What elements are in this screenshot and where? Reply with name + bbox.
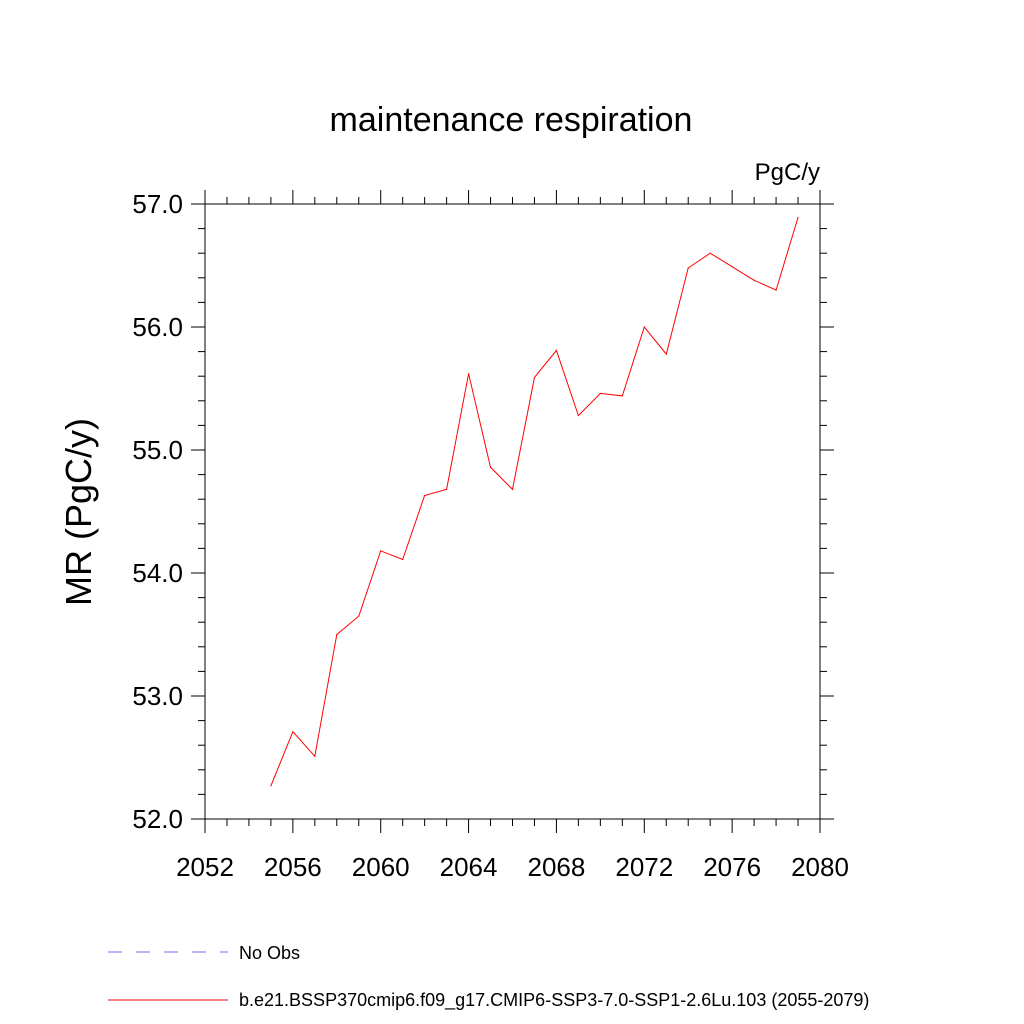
- data-point: [467, 373, 470, 375]
- y-axis-label: MR (PgC/y): [58, 418, 99, 606]
- data-point: [533, 376, 536, 379]
- x-tick-label: 2052: [176, 852, 234, 882]
- x-tick-labels: 2052 2056 2060 2064 2068 2072 2076 2080: [176, 852, 849, 882]
- data-point: [753, 279, 755, 281]
- y-tick-marks: [191, 203, 834, 820]
- x-tick-label: 2068: [528, 852, 586, 882]
- y-tick-label: 54.0: [132, 558, 183, 588]
- data-point: [314, 755, 316, 757]
- x-tick-label: 2064: [440, 852, 498, 882]
- data-point: [358, 615, 360, 617]
- data-point: [731, 266, 733, 268]
- data-point: [665, 353, 667, 355]
- y-tick-label: 53.0: [132, 681, 183, 711]
- data-point: [402, 558, 404, 561]
- data-point: [446, 488, 448, 490]
- x-tick-label: 2056: [264, 852, 322, 882]
- data-point: [555, 349, 558, 351]
- y-tick-label: 52.0: [132, 804, 183, 834]
- y-tick-label: 57.0: [132, 189, 183, 219]
- x-tick-label: 2072: [615, 852, 673, 882]
- data-point: [709, 252, 711, 254]
- x-tick-label: 2060: [352, 852, 410, 882]
- chart-title: maintenance respiration: [330, 101, 693, 139]
- y-tick-label: 55.0: [132, 435, 183, 465]
- data-point: [336, 633, 338, 636]
- data-point: [599, 392, 601, 395]
- data-point: [577, 414, 579, 417]
- units-label: PgC/y: [755, 159, 820, 186]
- data-point: [643, 326, 645, 328]
- series-line: [270, 217, 799, 786]
- data-point: [687, 267, 689, 269]
- data-point: [270, 785, 272, 787]
- data-point: [380, 550, 382, 552]
- series-group: [270, 216, 799, 787]
- data-point: [797, 216, 799, 219]
- data-point: [621, 395, 623, 397]
- legend-label-model-run: b.e21.BSSP370cmip6.f09_g17.CMIP6-SSP3-7.…: [239, 990, 869, 1011]
- plot-frame: [204, 203, 821, 820]
- legend-label-no-obs: No Obs: [239, 943, 300, 963]
- y-tick-label: 56.0: [132, 312, 183, 342]
- data-point: [511, 488, 514, 490]
- data-point: [292, 731, 294, 733]
- x-tick-label: 2080: [791, 852, 849, 882]
- x-tick-marks: [204, 190, 821, 833]
- x-tick-label: 2076: [703, 852, 761, 882]
- data-point: [775, 289, 777, 291]
- data-point: [489, 466, 492, 468]
- data-point: [424, 494, 426, 497]
- y-tick-labels: 52.0 53.0 54.0 55.0 56.0 57.0: [132, 189, 183, 834]
